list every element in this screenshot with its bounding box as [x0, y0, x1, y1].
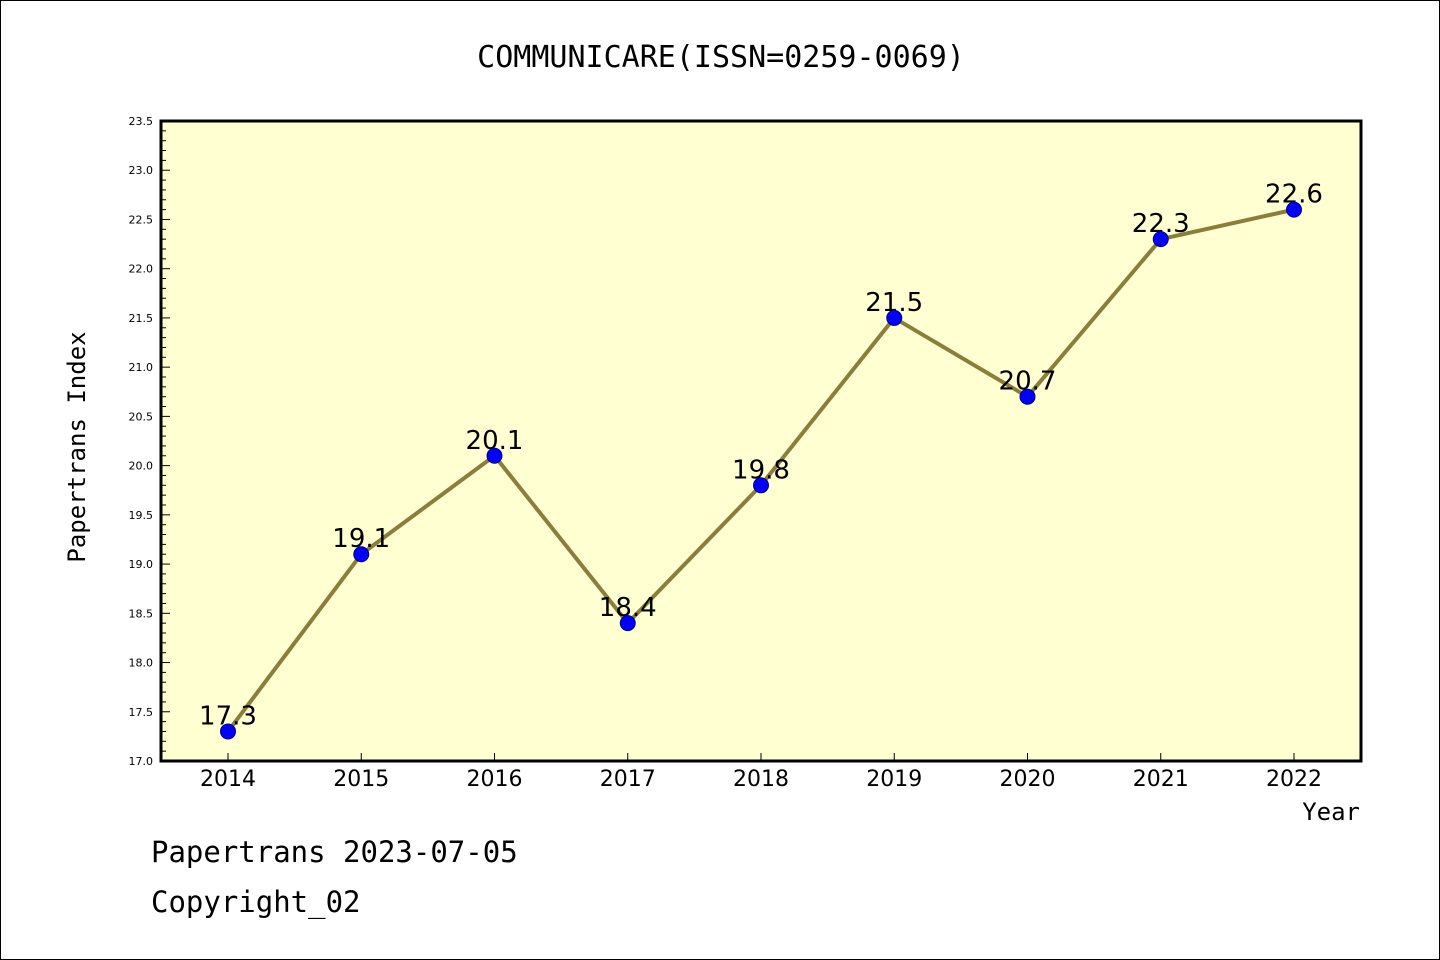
x-tick-label: 2017 [600, 767, 656, 792]
data-point [886, 309, 903, 326]
y-tick-label: 22.0 [129, 263, 154, 276]
y-tick-label: 20.0 [129, 460, 154, 473]
plot-area: 17.0 17.5 18.0 18.5 19.0 19.5 20.0 20.5 21.0 21.5… [129, 115, 1363, 792]
x-tick-label: 2014 [200, 767, 256, 792]
x-tick-label: 2015 [333, 767, 389, 792]
chart-title: COMMUNICARE(ISSN=0259-0069) [477, 40, 965, 75]
x-tick-label: 2018 [733, 767, 789, 792]
data-point [486, 447, 503, 464]
x-tick-label: 2020 [1000, 767, 1056, 792]
y-tick-label: 22.5 [129, 213, 154, 226]
data-point [353, 546, 370, 563]
y-tick-label: 17.5 [129, 706, 154, 719]
data-point [1286, 201, 1302, 218]
y-tick-label: 21.5 [129, 312, 154, 325]
y-axis-label: Papertrans Index [63, 331, 91, 562]
x-tick-label: 2022 [1266, 767, 1322, 792]
data-point [1152, 231, 1169, 248]
y-tick-label: 23.0 [129, 164, 154, 177]
data-point [619, 615, 636, 632]
x-tick-label: 2021 [1133, 767, 1189, 792]
y-tick-label: 18.5 [129, 607, 154, 620]
data-point [753, 477, 769, 494]
data-point [1019, 388, 1036, 405]
y-tick-label: 17.0 [129, 755, 154, 768]
y-tick-label: 20.5 [129, 410, 154, 423]
footer-copyright-text: Copyright_02 [151, 885, 361, 919]
x-tick-label: 2019 [866, 767, 922, 792]
y-tick-label: 23.5 [129, 115, 154, 128]
x-axis-label: Year [1302, 798, 1360, 826]
plot-background [161, 121, 1361, 761]
x-tick-label: 2016 [467, 767, 523, 792]
plot-border [159, 119, 1363, 763]
y-tick-label: 18.0 [129, 657, 154, 670]
y-tick-label: 19.5 [129, 509, 154, 522]
footer-date-text: Papertrans 2023-07-05 [151, 835, 518, 869]
data-point [220, 723, 236, 740]
y-tick-label: 21.0 [129, 361, 154, 374]
y-tick-label: 19.0 [129, 558, 154, 571]
